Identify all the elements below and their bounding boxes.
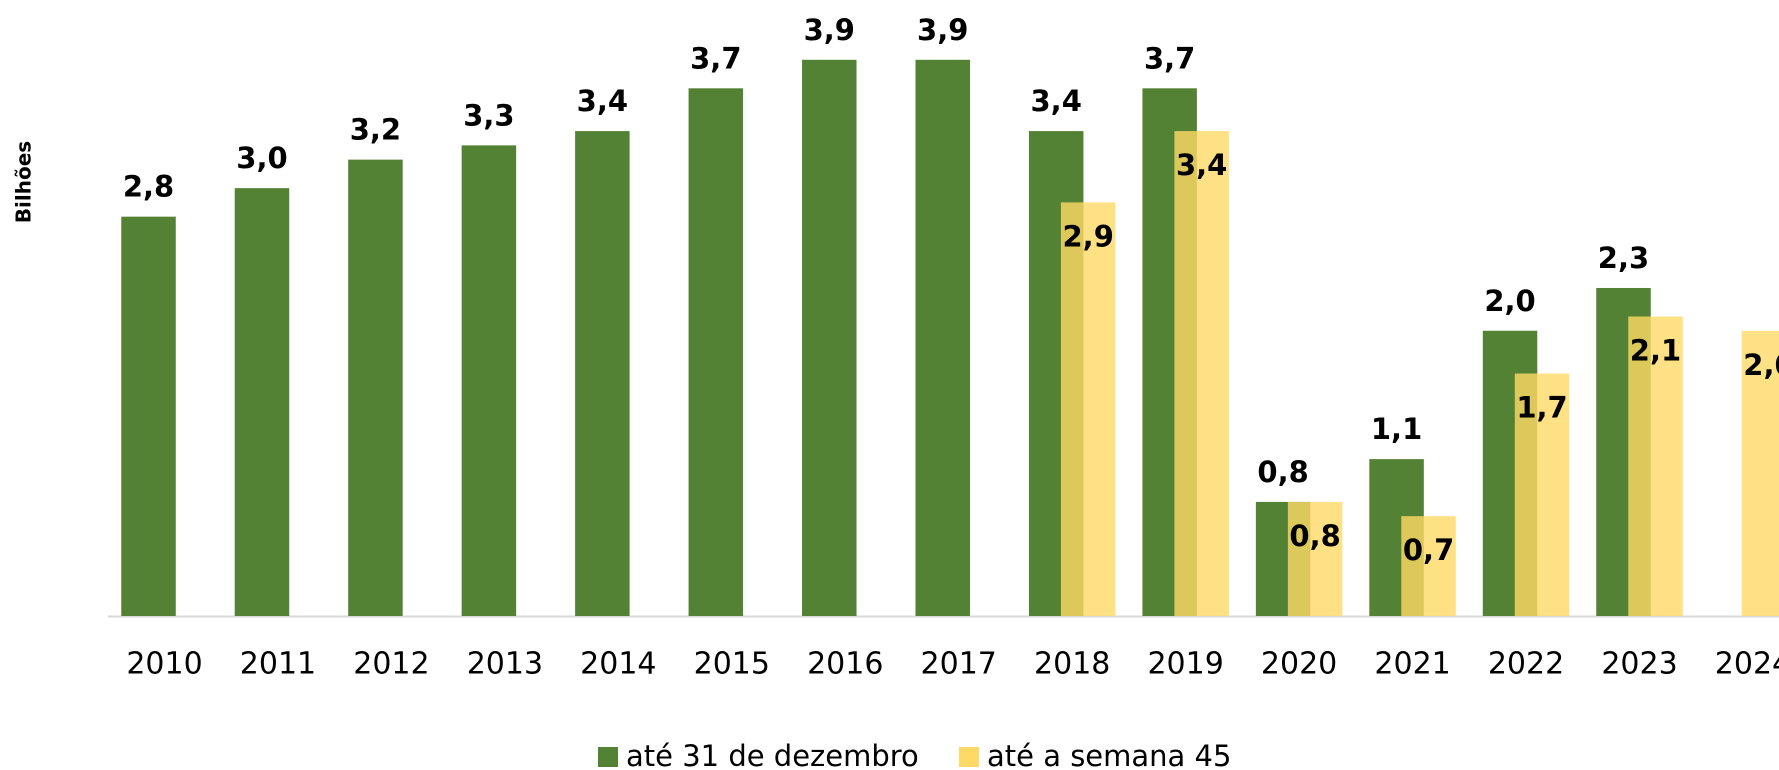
- x-tick-label: 2012: [353, 647, 429, 682]
- bar: [1628, 316, 1683, 616]
- x-tick-label: 2018: [1034, 647, 1110, 682]
- bar: [234, 188, 290, 616]
- data-label: 2,0: [1743, 348, 1779, 382]
- data-label: 2,1: [1630, 334, 1681, 368]
- data-label: 3,2: [350, 113, 401, 147]
- x-tick-label: 2019: [1147, 647, 1223, 682]
- data-label: 3,7: [690, 41, 741, 75]
- data-label: 3,4: [1176, 148, 1227, 182]
- data-label: 2,3: [1598, 241, 1649, 275]
- bar: [348, 159, 403, 616]
- data-label: 0,8: [1257, 455, 1308, 489]
- bar: [1287, 501, 1343, 616]
- bar: [575, 131, 630, 616]
- x-tick-label: 2023: [1601, 647, 1677, 682]
- data-label: 3,3: [463, 98, 514, 132]
- legend-swatch: [598, 747, 618, 767]
- x-tick-label: 2014: [580, 647, 656, 682]
- data-label: 2,9: [1063, 219, 1114, 253]
- legend-label: até 31 de dezembro: [626, 739, 919, 770]
- data-label: 3,9: [917, 13, 968, 47]
- bar: [1401, 516, 1456, 616]
- x-tick-label: 2017: [921, 647, 997, 682]
- x-tick-label: 2020: [1261, 647, 1337, 682]
- data-label: 2,8: [123, 170, 174, 204]
- x-tick-label: 2013: [467, 647, 543, 682]
- bar: [688, 88, 744, 617]
- bar: [802, 59, 857, 617]
- data-label: 3,0: [236, 141, 287, 175]
- data-label: 0,8: [1289, 519, 1340, 553]
- bar: [1741, 330, 1779, 616]
- x-tick-label: 2016: [807, 647, 883, 682]
- legend-label: até a semana 45: [987, 739, 1231, 770]
- x-tick-label: 2021: [1374, 647, 1450, 682]
- x-tick-label: 2022: [1488, 647, 1564, 682]
- data-label: 0,7: [1403, 533, 1454, 567]
- legend-swatch: [959, 747, 979, 767]
- data-label: 1,7: [1516, 391, 1567, 425]
- bar: [1060, 202, 1116, 616]
- data-label: 3,4: [577, 84, 628, 118]
- y-axis-label: Bilhões: [12, 141, 36, 223]
- data-label: 3,7: [1144, 41, 1195, 75]
- data-label: 2,0: [1484, 284, 1535, 318]
- bar: [1514, 373, 1570, 616]
- data-label: 3,4: [1031, 84, 1082, 118]
- x-tick-label: 2015: [694, 647, 770, 682]
- bar: [1174, 131, 1229, 616]
- x-tick-label: 2011: [240, 647, 316, 682]
- bar: [121, 216, 176, 616]
- data-label: 1,1: [1371, 412, 1422, 446]
- x-tick-label: 2024: [1715, 647, 1779, 682]
- bar: [915, 59, 970, 617]
- data-label: 3,9: [804, 13, 855, 47]
- bar: [461, 145, 517, 616]
- x-tick-label: 2010: [126, 647, 202, 682]
